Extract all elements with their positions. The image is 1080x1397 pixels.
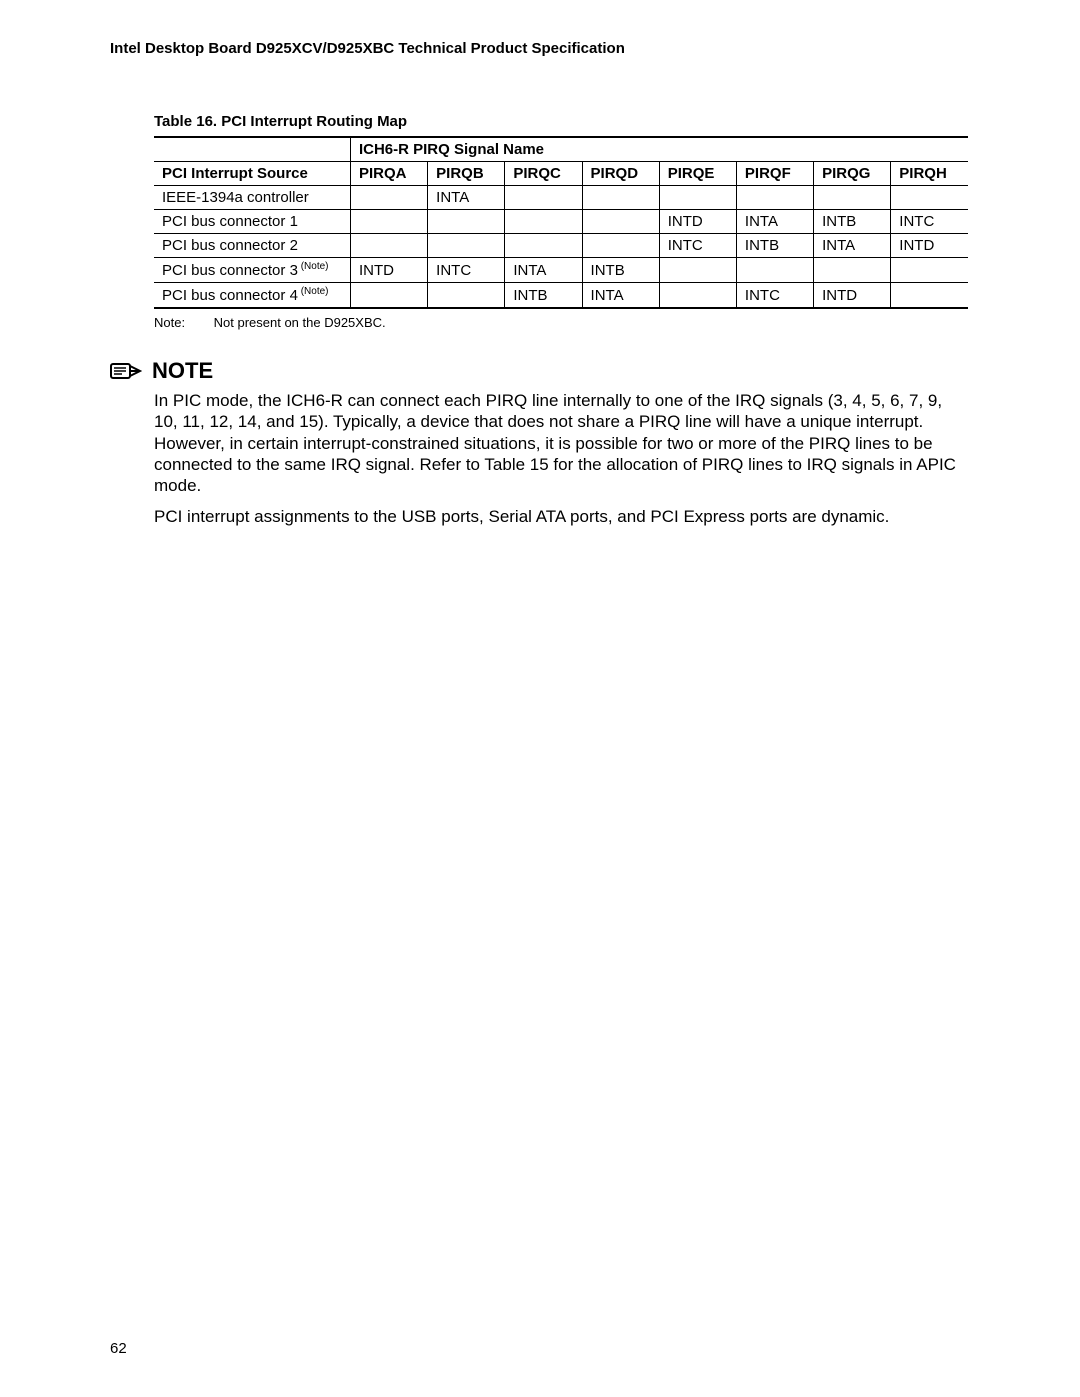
table-cell: INTD [659, 210, 736, 234]
page-number: 62 [110, 1340, 127, 1357]
table-column-header: PIRQA [350, 162, 427, 186]
table-footnote-label: Note: [154, 315, 210, 330]
table-cell [891, 283, 968, 309]
table-cell: INTC [428, 258, 505, 283]
table-column-header: PIRQD [582, 162, 659, 186]
table-cell [659, 186, 736, 210]
table-footnote-text: Not present on the D925XBC. [214, 315, 386, 330]
table-cell [428, 234, 505, 258]
table-row: PCI bus connector 4 (Note) INTBINTA INTCIN… [154, 283, 968, 309]
table-cell [582, 210, 659, 234]
table-corner-blank [154, 137, 350, 162]
table-cell [428, 210, 505, 234]
table-cell: INTA [505, 258, 582, 283]
table-cell [350, 186, 427, 210]
table-row-header: PCI Interrupt Source [154, 162, 350, 186]
table-cell [659, 258, 736, 283]
table-row: PCI bus connector 1 INTDINTAINTBINTC [154, 210, 968, 234]
table-cell: INTA [814, 234, 891, 258]
table-column-header: PIRQB [428, 162, 505, 186]
pci-interrupt-table: ICH6-R PIRQ Signal Name PCI Interrupt So… [154, 136, 968, 309]
table-cell: INTB [582, 258, 659, 283]
table-column-header: PIRQE [659, 162, 736, 186]
table-cell: INTC [659, 234, 736, 258]
table-column-header: PIRQC [505, 162, 582, 186]
note-heading: NOTE [110, 358, 970, 384]
table-cell [582, 234, 659, 258]
pci-interrupt-source: PCI bus connector 1 [154, 210, 350, 234]
table-cell: INTB [814, 210, 891, 234]
table-cell [736, 186, 813, 210]
table-cell [350, 234, 427, 258]
pci-interrupt-source: PCI bus connector 3 (Note) [154, 258, 350, 283]
table-cell [505, 234, 582, 258]
table-row: PCI bus connector 2 INTCINTBINTAINTD [154, 234, 968, 258]
table-row: IEEE-1394a controller INTA [154, 186, 968, 210]
table-row: PCI bus connector 3 (Note)INTDINTCINTAIN… [154, 258, 968, 283]
note-heading-text: NOTE [152, 358, 213, 384]
doc-header: Intel Desktop Board D925XCV/D925XBC Tech… [110, 40, 970, 57]
table-cell: INTB [736, 234, 813, 258]
note-superscript: (Note) [298, 286, 329, 297]
pci-interrupt-source: IEEE-1394a controller [154, 186, 350, 210]
table-cell [582, 186, 659, 210]
table-cell: INTD [891, 234, 968, 258]
table-cell: INTA [428, 186, 505, 210]
table-column-header: PIRQF [736, 162, 813, 186]
table-cell [428, 283, 505, 309]
note-superscript: (Note) [298, 261, 329, 272]
table-cell: INTA [582, 283, 659, 309]
table-cell: INTB [505, 283, 582, 309]
table-cell [505, 186, 582, 210]
note-icon [110, 360, 142, 382]
table-cell [891, 258, 968, 283]
table-cell [891, 186, 968, 210]
table-cell [350, 283, 427, 309]
table-cell [505, 210, 582, 234]
note-paragraph-1: In PIC mode, the ICH6-R can connect each… [154, 390, 970, 496]
table-span-header: ICH6-R PIRQ Signal Name [350, 137, 968, 162]
table-cell: INTA [736, 210, 813, 234]
table-cell [814, 186, 891, 210]
table-cell [659, 283, 736, 309]
table-cell [350, 210, 427, 234]
table-cell: INTC [891, 210, 968, 234]
table-caption: Table 16. PCI Interrupt Routing Map [154, 113, 970, 130]
table-cell: INTD [814, 283, 891, 309]
pci-interrupt-source: PCI bus connector 2 [154, 234, 350, 258]
table-column-header: PIRQG [814, 162, 891, 186]
pci-interrupt-source: PCI bus connector 4 (Note) [154, 283, 350, 309]
table-cell [736, 258, 813, 283]
table-cell [814, 258, 891, 283]
table-cell: INTC [736, 283, 813, 309]
note-paragraph-2: PCI interrupt assignments to the USB por… [154, 506, 970, 527]
table-cell: INTD [350, 258, 427, 283]
table-column-header: PIRQH [891, 162, 968, 186]
table-footnote: Note: Not present on the D925XBC. [154, 315, 970, 330]
